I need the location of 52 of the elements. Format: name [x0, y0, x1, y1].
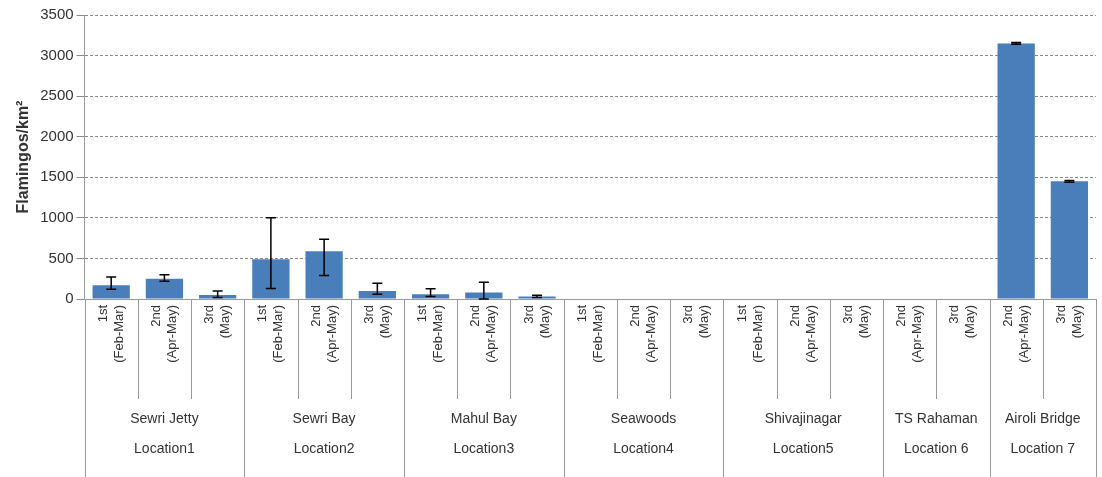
bar: [145, 278, 184, 299]
text: Seawoods: [610, 409, 677, 426]
y-tick-label: 3500: [40, 5, 74, 23]
text: Sewri Jetty: [130, 409, 199, 426]
x-tick-label: 2nd (Apr-May): [786, 305, 818, 363]
x-tick-label: 3rd (May): [201, 305, 233, 339]
bar: [358, 290, 396, 299]
text: Sewri Bay: [292, 409, 356, 426]
x-tick-label: 2nd (Apr-May): [148, 305, 179, 363]
text: TS Rahaman: [895, 409, 978, 426]
x-tick-label: 1st (Feb-Mar): [94, 304, 126, 363]
bar: [252, 259, 290, 299]
x-tick-label: 1st (Feb-Mar): [733, 304, 765, 363]
x-tick-label: 2nd (Apr-May): [893, 305, 925, 363]
bar: [199, 294, 237, 299]
text: Location5: [772, 439, 834, 456]
x-tick-label: 2nd (Apr-May): [627, 305, 659, 363]
x-tick-label: 1st (Feb-Mar): [414, 304, 446, 363]
text: Location4: [613, 439, 675, 456]
bar: [1050, 181, 1089, 299]
bar: [997, 43, 1035, 299]
y-tick-label: 2000: [40, 126, 74, 144]
x-tick-label: 1st (Feb-Mar): [573, 304, 605, 363]
text: Location 6: [904, 439, 969, 456]
y-tick-label: 3000: [40, 45, 74, 63]
y-tick-label: 1000: [40, 208, 74, 225]
bar: [411, 294, 450, 299]
y-tick-label: 0: [65, 289, 74, 307]
x-tick-label: 2nd (Apr-May): [999, 305, 1031, 363]
x-tick-label: 3rd (May): [680, 305, 712, 339]
bar: [92, 285, 130, 299]
y-tick-label: 2500: [40, 86, 74, 104]
bar: [465, 292, 503, 299]
bar: [305, 251, 343, 299]
y-tick-label: 500: [48, 248, 74, 266]
x-tick-label: 1st (Feb-Mar): [254, 304, 286, 363]
text: Location3: [453, 439, 515, 456]
text: Location2: [293, 439, 355, 456]
x-tick-label: 3rd (May): [946, 305, 978, 339]
x-tick-label: 2nd (Apr-May): [307, 305, 339, 363]
y-tick-label: 1500: [40, 167, 74, 185]
x-tick-label: 3rd (May): [1052, 305, 1084, 339]
x-tick-label: 3rd (May): [840, 305, 872, 339]
x-tick-label: 2nd (Apr-May): [467, 305, 499, 363]
text: Airoli Bridge: [1005, 409, 1081, 426]
text: Shivajinagar: [764, 409, 843, 426]
x-tick-label: 3rd (May): [360, 305, 392, 339]
text: Location1: [134, 439, 195, 456]
text: Location 7: [1010, 439, 1076, 456]
x-tick-label: 3rd (May): [520, 305, 552, 339]
text: Mahul Bay: [450, 409, 517, 426]
y-axis-title: Flamingos/km²: [14, 100, 32, 214]
